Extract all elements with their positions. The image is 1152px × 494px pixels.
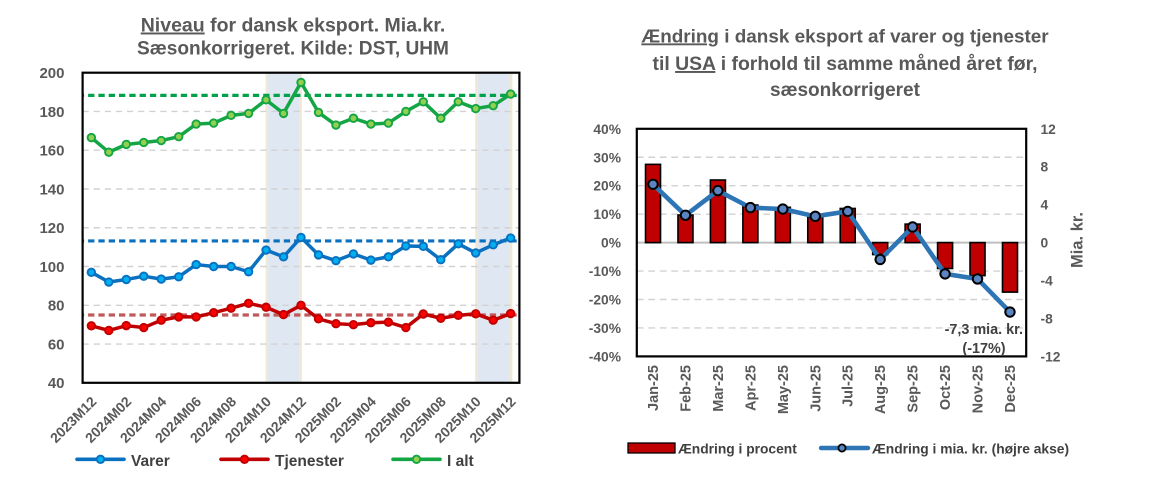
svg-text:til USA i forhold til samme må: til USA i forhold til samme måned året f… xyxy=(652,52,1037,75)
svg-text:4: 4 xyxy=(1041,198,1049,213)
svg-text:Dec-25: Dec-25 xyxy=(1003,365,1019,413)
svg-text:I alt: I alt xyxy=(447,453,474,470)
svg-text:60: 60 xyxy=(48,336,65,353)
svg-text:200: 200 xyxy=(39,65,64,82)
svg-text:-12: -12 xyxy=(1041,349,1061,364)
svg-text:-40%: -40% xyxy=(589,349,621,364)
svg-text:Ændring i dansk eksport af var: Ændring i dansk eksport af varer og tjen… xyxy=(641,26,1049,47)
svg-text:-7,3 mia. kr.: -7,3 mia. kr. xyxy=(945,322,1023,338)
svg-text:Niveau for dansk eksport. Mia.: Niveau for dansk eksport. Mia.kr. xyxy=(141,15,446,37)
svg-text:-10%: -10% xyxy=(589,264,621,279)
svg-text:Varer: Varer xyxy=(131,453,170,470)
svg-text:Ændring i mia. kr. (højre akse: Ændring i mia. kr. (højre akse) xyxy=(872,442,1069,457)
svg-text:10%: 10% xyxy=(593,207,621,222)
svg-text:80: 80 xyxy=(48,298,65,315)
svg-text:Mia. kr.: Mia. kr. xyxy=(1069,212,1087,268)
svg-text:100: 100 xyxy=(39,259,64,276)
svg-text:Sæsonkorrigeret. Kilde: DST, U: Sæsonkorrigeret. Kilde: DST, UHM xyxy=(137,39,449,60)
svg-text:0%: 0% xyxy=(601,236,621,251)
svg-text:sæsonkorrigeret: sæsonkorrigeret xyxy=(770,80,921,101)
svg-text:Ændring i procent: Ændring i procent xyxy=(678,442,797,457)
svg-text:-30%: -30% xyxy=(589,321,621,336)
svg-text:40: 40 xyxy=(48,375,65,392)
svg-text:Jun-25: Jun-25 xyxy=(808,365,824,412)
svg-text:Nov-25: Nov-25 xyxy=(971,365,987,413)
svg-text:Feb-25: Feb-25 xyxy=(678,365,694,412)
svg-text:Aug-25: Aug-25 xyxy=(873,365,889,414)
svg-text:12: 12 xyxy=(1041,122,1057,137)
svg-text:Apr-25: Apr-25 xyxy=(743,365,759,411)
svg-text:Jan-25: Jan-25 xyxy=(646,365,662,411)
svg-text:-8: -8 xyxy=(1041,311,1054,326)
svg-text:120: 120 xyxy=(39,220,64,237)
svg-text:Sep-25: Sep-25 xyxy=(906,365,922,413)
svg-text:140: 140 xyxy=(39,181,64,198)
svg-text:40%: 40% xyxy=(593,122,621,137)
svg-text:20%: 20% xyxy=(593,179,621,194)
svg-text:-20%: -20% xyxy=(589,293,621,308)
svg-text:8: 8 xyxy=(1041,160,1049,175)
svg-text:0: 0 xyxy=(1041,236,1049,251)
svg-text:-4: -4 xyxy=(1041,274,1054,289)
svg-text:May-25: May-25 xyxy=(776,365,792,414)
svg-text:(-17%): (-17%) xyxy=(962,341,1005,357)
svg-text:160: 160 xyxy=(39,143,64,160)
svg-text:Oct-25: Oct-25 xyxy=(938,365,954,410)
svg-text:Mar-25: Mar-25 xyxy=(711,365,727,412)
svg-text:Jul-25: Jul-25 xyxy=(841,365,857,407)
svg-text:Tjenester: Tjenester xyxy=(275,453,344,470)
svg-text:180: 180 xyxy=(39,104,64,121)
svg-text:30%: 30% xyxy=(593,150,621,165)
